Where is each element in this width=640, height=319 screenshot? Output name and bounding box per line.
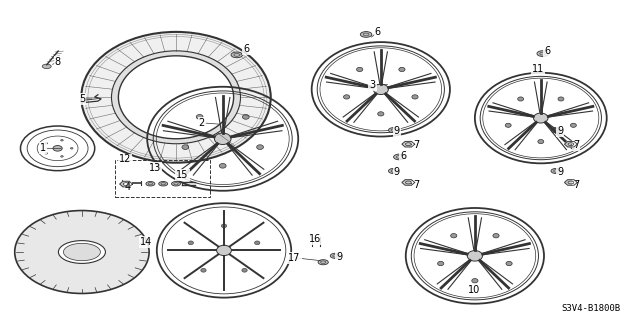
Ellipse shape <box>182 145 189 150</box>
Text: 5: 5 <box>79 94 85 104</box>
Ellipse shape <box>61 156 63 157</box>
Ellipse shape <box>438 261 444 266</box>
Ellipse shape <box>81 32 271 163</box>
Circle shape <box>551 128 561 133</box>
Ellipse shape <box>58 241 106 263</box>
Ellipse shape <box>472 278 478 283</box>
Ellipse shape <box>558 97 564 101</box>
Text: 13: 13 <box>148 163 161 173</box>
Text: 15: 15 <box>176 170 189 181</box>
Ellipse shape <box>399 67 405 71</box>
Ellipse shape <box>378 112 384 116</box>
Circle shape <box>388 128 399 133</box>
Circle shape <box>330 253 340 258</box>
Text: 7: 7 <box>573 140 579 150</box>
Polygon shape <box>564 141 577 147</box>
Polygon shape <box>402 141 415 147</box>
Text: 6: 6 <box>400 151 406 161</box>
Text: 8: 8 <box>54 57 61 67</box>
Ellipse shape <box>220 163 226 168</box>
Ellipse shape <box>506 261 512 266</box>
Circle shape <box>231 52 243 58</box>
Ellipse shape <box>242 268 247 272</box>
Ellipse shape <box>451 234 457 238</box>
Text: 14: 14 <box>140 237 152 248</box>
Ellipse shape <box>493 234 499 238</box>
Text: 16: 16 <box>308 234 321 244</box>
Ellipse shape <box>61 139 63 141</box>
Ellipse shape <box>63 243 100 261</box>
Text: 1: 1 <box>40 143 46 153</box>
Text: 9: 9 <box>394 126 400 136</box>
Text: 12: 12 <box>118 154 131 165</box>
Ellipse shape <box>214 133 231 145</box>
Text: 9: 9 <box>394 167 400 177</box>
Ellipse shape <box>243 115 249 119</box>
Text: 10: 10 <box>467 285 480 295</box>
Text: 9: 9 <box>557 167 563 177</box>
Ellipse shape <box>518 97 524 101</box>
Ellipse shape <box>201 268 206 272</box>
Ellipse shape <box>356 67 363 71</box>
Text: 7: 7 <box>413 140 419 150</box>
Circle shape <box>42 64 51 69</box>
Circle shape <box>394 154 405 160</box>
Ellipse shape <box>467 251 483 261</box>
Text: 3: 3 <box>369 79 376 90</box>
Text: 7: 7 <box>413 180 419 190</box>
Ellipse shape <box>344 95 349 99</box>
Ellipse shape <box>70 148 73 149</box>
Ellipse shape <box>505 123 511 127</box>
Ellipse shape <box>221 224 227 228</box>
Ellipse shape <box>111 51 241 144</box>
Ellipse shape <box>15 211 149 293</box>
Circle shape <box>172 182 180 186</box>
Ellipse shape <box>412 95 418 99</box>
Polygon shape <box>564 180 577 185</box>
Ellipse shape <box>45 143 47 144</box>
Text: 11: 11 <box>531 63 544 74</box>
Ellipse shape <box>255 241 260 245</box>
Circle shape <box>159 182 168 186</box>
Text: 2: 2 <box>198 118 205 128</box>
Text: 9: 9 <box>336 252 342 262</box>
Ellipse shape <box>257 145 264 150</box>
Ellipse shape <box>534 113 548 123</box>
Text: 7: 7 <box>573 180 579 190</box>
Circle shape <box>551 168 561 174</box>
Ellipse shape <box>118 56 234 139</box>
Text: 6: 6 <box>243 44 250 55</box>
Ellipse shape <box>538 139 544 144</box>
Ellipse shape <box>373 84 388 94</box>
Circle shape <box>537 51 548 56</box>
Ellipse shape <box>196 115 203 119</box>
Ellipse shape <box>570 123 577 127</box>
Polygon shape <box>402 180 415 185</box>
Circle shape <box>146 182 155 186</box>
Text: 4: 4 <box>125 182 131 192</box>
Ellipse shape <box>53 145 62 151</box>
Text: 9: 9 <box>557 126 563 136</box>
Text: 17: 17 <box>288 253 301 263</box>
Text: 6: 6 <box>374 27 381 37</box>
Circle shape <box>318 260 328 265</box>
Text: S3V4-B1800B: S3V4-B1800B <box>562 304 621 313</box>
Ellipse shape <box>45 152 47 154</box>
Ellipse shape <box>188 241 193 245</box>
Circle shape <box>388 168 399 174</box>
Text: 6: 6 <box>544 46 550 56</box>
Polygon shape <box>120 181 132 187</box>
Ellipse shape <box>216 245 232 256</box>
Circle shape <box>360 32 372 37</box>
